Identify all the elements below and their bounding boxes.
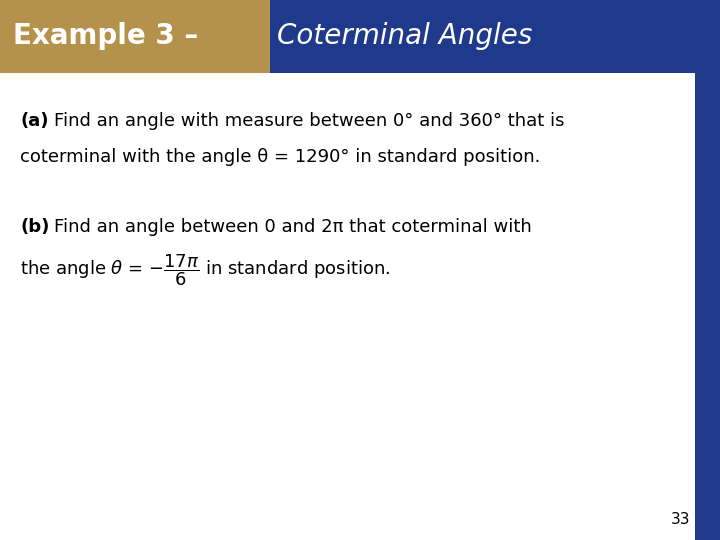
Text: Find an angle with measure between 0° and 360° that is: Find an angle with measure between 0° an… xyxy=(54,112,564,131)
Text: coterminal with the angle θ = 1290° in standard position.: coterminal with the angle θ = 1290° in s… xyxy=(20,147,541,166)
Text: Coterminal Angles: Coterminal Angles xyxy=(277,23,533,50)
Text: (b): (b) xyxy=(20,218,50,236)
Text: (a): (a) xyxy=(20,112,49,131)
Text: 33: 33 xyxy=(670,512,690,527)
Bar xyxy=(0,0,270,73)
Bar xyxy=(695,0,720,540)
Text: Find an angle between 0 and 2π that coterminal with: Find an angle between 0 and 2π that cote… xyxy=(54,218,532,236)
Text: Example 3 –: Example 3 – xyxy=(13,23,208,50)
Text: the angle $\theta$ = $-\dfrac{17\pi}{6}$ in standard position.: the angle $\theta$ = $-\dfrac{17\pi}{6}$… xyxy=(20,252,390,288)
Bar xyxy=(270,0,695,73)
